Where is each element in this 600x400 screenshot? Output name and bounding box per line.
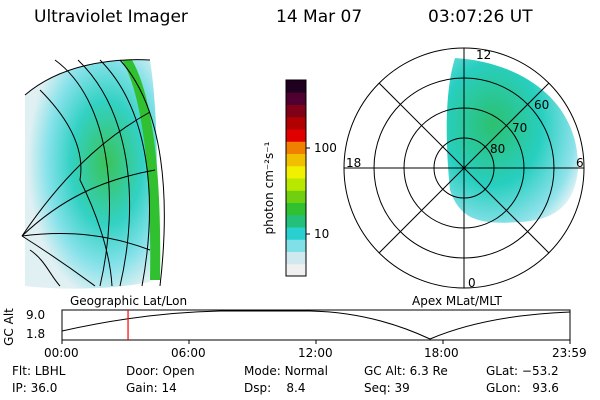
colorbar-segment [286, 141, 306, 154]
date-label: 14 Mar 07 [276, 7, 363, 27]
colorbar-segment [286, 190, 306, 203]
colorbar-segment [286, 251, 306, 265]
colorbar-segment [286, 214, 306, 228]
geo-coastline [39, 89, 113, 287]
status-ip-value: 36.0 [30, 381, 58, 395]
status-dsp-label: Dsp: [244, 381, 272, 395]
status-glat: GLat: −53.2 [486, 364, 559, 378]
colorbar-tick-label-10: 10 [314, 227, 330, 241]
geo-outline [24, 59, 151, 96]
colorbar-segment [286, 178, 306, 191]
status-ip-label: IP: [12, 381, 27, 395]
timeline-x-tick-0600: 06:00 [171, 346, 206, 360]
status-mode: Mode: Normal [244, 364, 328, 378]
polar-mlt-label-12: 12 [476, 48, 492, 62]
polar-aurora [446, 58, 579, 223]
status-glon: GLon: 93.6 [486, 381, 559, 395]
colorbar-frame [285, 79, 307, 277]
geo-longitude-line [21, 233, 151, 251]
status-gc-alt: GC Alt: 6.3 Re [364, 364, 448, 378]
timeline-x-tick-1200: 12:00 [298, 346, 333, 360]
polar-lat-label-80: 80 [490, 142, 506, 156]
timeline-axis-label: GC Alt [1, 308, 16, 346]
colorbar-unit-label: photon cm⁻²s⁻¹ [262, 141, 276, 235]
geo-latitude-line [119, 59, 165, 287]
geo-aurora-oval [25, 59, 157, 289]
status-gain-value: 14 [161, 381, 177, 395]
status-filter-label: Flt: [12, 364, 31, 378]
colorbar-segment [286, 153, 306, 167]
polar-plot [343, 47, 585, 289]
status-door-label: Door: [126, 364, 159, 378]
time-label: 03:07:26 UT [428, 7, 533, 27]
colorbar-tick-label-100: 100 [314, 141, 337, 155]
geo-longitude-line [21, 235, 96, 287]
status-seq-value: 39 [394, 381, 410, 395]
status-door: Door: Open [126, 364, 195, 378]
polar-lat-label-60: 60 [534, 98, 550, 112]
status-gain-label: Gain: [126, 381, 158, 395]
polar-mlt-label-0: 0 [468, 276, 476, 290]
status-glon-value: 93.6 [532, 381, 559, 395]
polar-lat-label-70: 70 [512, 121, 528, 135]
colorbar-segment [286, 80, 306, 93]
orbit-altitude-curve [61, 310, 571, 340]
status-mode-label: Mode: [244, 364, 281, 378]
geo-coastline [29, 249, 61, 287]
colorbar-segment [286, 129, 306, 142]
timeline-y-tick-high: 9.0 [26, 308, 46, 322]
status-glat-value: −53.2 [521, 364, 559, 378]
polar-mlt-label-6: 6 [576, 156, 584, 170]
status-gain: Gain: 14 [126, 381, 177, 395]
instrument-title: Ultraviolet Imager [34, 7, 188, 27]
status-glon-label: GLon: [486, 381, 521, 395]
status-seq-label: Seq: [364, 381, 391, 395]
colorbar-segment [286, 104, 306, 118]
colorbar-segment [286, 202, 306, 216]
polar-mlt-label-18: 18 [346, 156, 362, 170]
status-ip: IP: 36.0 [12, 381, 57, 395]
status-gc-alt-label: GC Alt: [364, 364, 406, 378]
timeline-x-tick-0000: 00:00 [44, 346, 79, 360]
geo-latitude-line [54, 59, 110, 287]
status-filter-value: LBHL [34, 364, 66, 378]
status-door-value: Open [162, 364, 195, 378]
status-mode-value: Normal [284, 364, 328, 378]
geographic-image [21, 59, 165, 289]
status-glat-label: GLat: [486, 364, 519, 378]
geographic-panel-title: Geographic Lat/Lon [70, 294, 188, 308]
status-seq: Seq: 39 [364, 381, 410, 395]
status-dsp-value: 8.4 [286, 381, 306, 395]
status-filter: Flt: LBHL [12, 364, 65, 378]
geo-latitude-line [77, 59, 131, 287]
geo-bright-band [122, 60, 161, 280]
colorbar-segment [286, 92, 306, 105]
colorbar-segment [286, 165, 306, 179]
geo-longitude-line [21, 169, 156, 237]
geo-longitude-line [21, 111, 151, 237]
geo-latitude-line [99, 59, 150, 287]
timeline-x-tick-2359: 23:59 [552, 346, 587, 360]
polar-diagonal [378, 82, 550, 254]
colorbar-segment [286, 116, 306, 130]
timeline-x-tick-1800: 18:00 [424, 346, 459, 360]
timeline-y-tick-low: 1.8 [26, 327, 46, 341]
status-dsp: Dsp: 8.4 [244, 381, 306, 395]
polar-panel-title: Apex MLat/MLT [412, 294, 502, 308]
status-gc-alt-value: 6.3 Re [409, 364, 448, 378]
orbit-timeline [61, 309, 571, 344]
colorbar-segment [286, 239, 306, 252]
timeline-frame [61, 309, 571, 341]
colorbar-segment [286, 227, 306, 240]
colorbar [285, 79, 307, 277]
colorbar-segment [286, 263, 306, 277]
